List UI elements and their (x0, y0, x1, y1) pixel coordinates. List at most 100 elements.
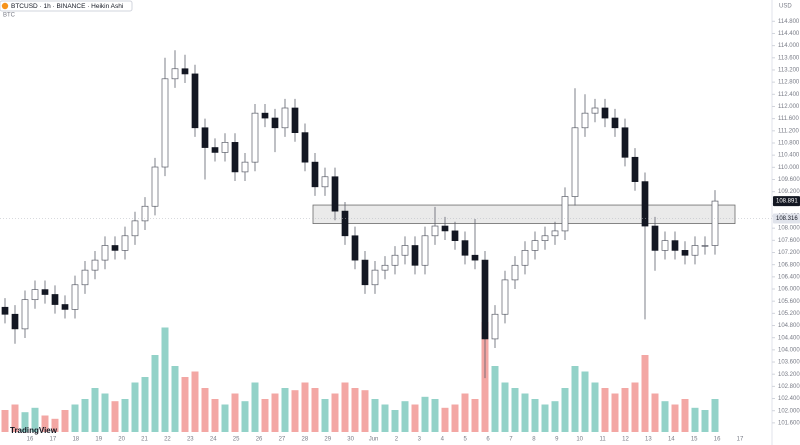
candle-body (351, 235, 359, 261)
volume-bar (541, 404, 549, 432)
candle-body (221, 142, 229, 153)
x-tick-label: 30 (347, 437, 354, 443)
volume-bar (401, 401, 409, 432)
volume-bar (121, 399, 129, 432)
candle-body (561, 196, 569, 232)
x-tick-label: 24 (210, 437, 217, 443)
volume-bar (351, 388, 359, 432)
candle-body (341, 210, 349, 237)
candle-body (441, 225, 449, 232)
candle-body (581, 112, 589, 129)
brand[interactable]: TradingView (10, 426, 58, 435)
x-tick-label: Jun (369, 437, 379, 443)
price-marker-label: 108.891 (776, 199, 798, 205)
candle-body (541, 235, 549, 241)
candle-body (91, 259, 99, 271)
volume-bar (201, 388, 209, 432)
volume-bar (471, 399, 479, 432)
candle-body (191, 73, 199, 129)
volume-bar (271, 393, 279, 432)
symbol-box[interactable] (0, 0, 133, 12)
candle-body (181, 68, 189, 75)
volume-bar (331, 393, 339, 432)
candle-body (461, 240, 469, 256)
axes: 101.600 102.000 102.400 102.800 103.200 103.6… (0, 19, 800, 443)
x-tick-label: 7 (509, 437, 513, 443)
y-tick-label: 112.400 (778, 92, 800, 98)
x-tick-label: 17 (50, 437, 57, 443)
candle-body (641, 181, 649, 227)
y-tick-label: 106.400 (778, 274, 800, 280)
candle-body (141, 205, 149, 222)
candle-body (491, 313, 499, 340)
volume-bar (51, 418, 59, 432)
volume-bar (491, 366, 499, 432)
candle-body (161, 78, 169, 168)
volume-bar (561, 388, 569, 432)
candle-body (121, 235, 129, 251)
volume-bar (1, 410, 9, 432)
volume-bar (691, 407, 699, 432)
x-tick-label: 23 (187, 437, 194, 443)
x-tick-label: 15 (691, 437, 698, 443)
symbol-subtitle: BTC (3, 13, 16, 19)
candle-body (261, 112, 269, 119)
volume-bar (291, 390, 299, 432)
y-tick-label: 105.600 (778, 299, 800, 305)
y-tick-label: 109.600 (778, 177, 800, 183)
candle-body (501, 279, 509, 315)
volume-bar (261, 399, 269, 432)
x-tick-label: 17 (737, 437, 744, 443)
candle-body (671, 240, 679, 251)
volume-bar (251, 382, 259, 432)
candle-body (451, 230, 459, 241)
y-tick-label: 107.600 (778, 238, 800, 244)
volume-bar (231, 393, 239, 432)
x-tick-label: 27 (279, 437, 286, 443)
candle-body (531, 240, 539, 251)
y-tick-label: 102.800 (778, 384, 800, 390)
candle-body (61, 304, 69, 310)
candle-body (71, 284, 79, 310)
candle-body (551, 230, 559, 237)
zone-layer (312, 204, 736, 225)
candle-body (311, 161, 319, 188)
candle-body (591, 107, 599, 114)
volume-bar (431, 399, 439, 432)
candle-body (241, 161, 249, 173)
candle-body (391, 254, 399, 266)
candle-body (271, 117, 279, 129)
y-tick-label: 106.000 (778, 287, 800, 293)
volume-bar (631, 382, 639, 432)
y-tick-label: 102.000 (778, 408, 800, 414)
volume-bar (81, 399, 89, 432)
y-tick-label: 114.800 (778, 19, 800, 25)
candle-body (331, 176, 339, 212)
x-tick-label: 11 (599, 437, 606, 443)
x-tick-label: 29 (324, 437, 331, 443)
y-tick-label: 104.400 (778, 335, 800, 341)
volume-bar (151, 355, 159, 432)
candle-body (411, 245, 419, 266)
x-tick-label: 21 (141, 437, 148, 443)
volume-bar (621, 388, 629, 432)
y-tick-label: 107.200 (778, 250, 800, 256)
candle-body (321, 176, 329, 188)
x-tick-label: 13 (645, 437, 652, 443)
candle-body (371, 269, 379, 286)
volume-bar (391, 410, 399, 432)
candle-body (291, 107, 299, 133)
btc-icon (1, 2, 9, 10)
x-tick-label: 19 (95, 437, 102, 443)
volume-bar (371, 399, 379, 432)
x-tick-label: 26 (256, 437, 263, 443)
volume-bar (381, 404, 389, 432)
candle-body (661, 240, 669, 251)
volume-bar (111, 401, 119, 432)
candle-body (281, 107, 289, 129)
volume-bar (441, 407, 449, 432)
y-tick-label: 114.400 (778, 31, 800, 37)
volume-bar (171, 366, 179, 432)
candle-body (151, 166, 159, 207)
candle-body (691, 245, 699, 256)
